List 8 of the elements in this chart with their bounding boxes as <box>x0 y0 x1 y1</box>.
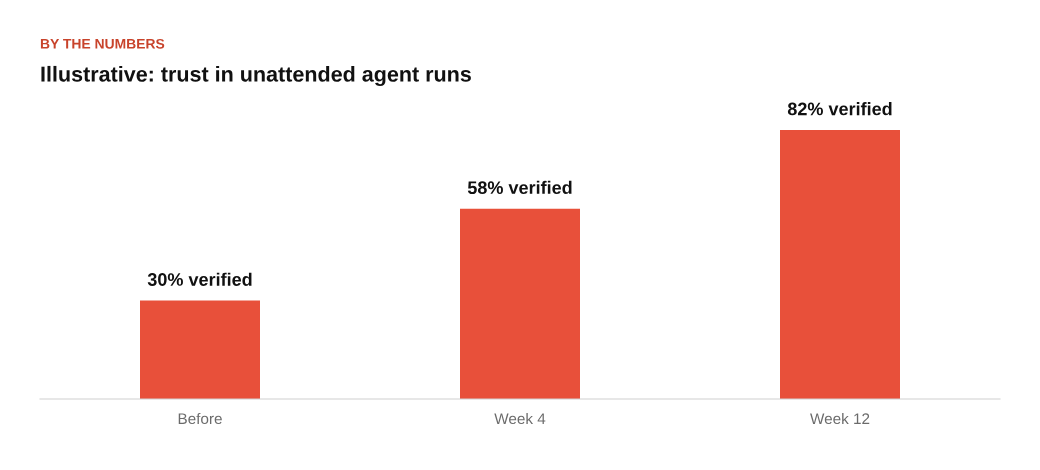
x-tick-label: Before <box>178 412 222 425</box>
data-label: 82% verified <box>787 102 892 116</box>
chart-subtitle: BY THE NUMBERS <box>40 38 165 49</box>
x-tick-label: Week 4 <box>494 412 546 425</box>
x-tick-label: Week 12 <box>810 412 870 425</box>
chart-title: Illustrative: trust in unattended agent runs <box>41 65 471 87</box>
data-label: 30% verified <box>147 272 252 286</box>
data-label: 58% verified <box>467 180 572 195</box>
